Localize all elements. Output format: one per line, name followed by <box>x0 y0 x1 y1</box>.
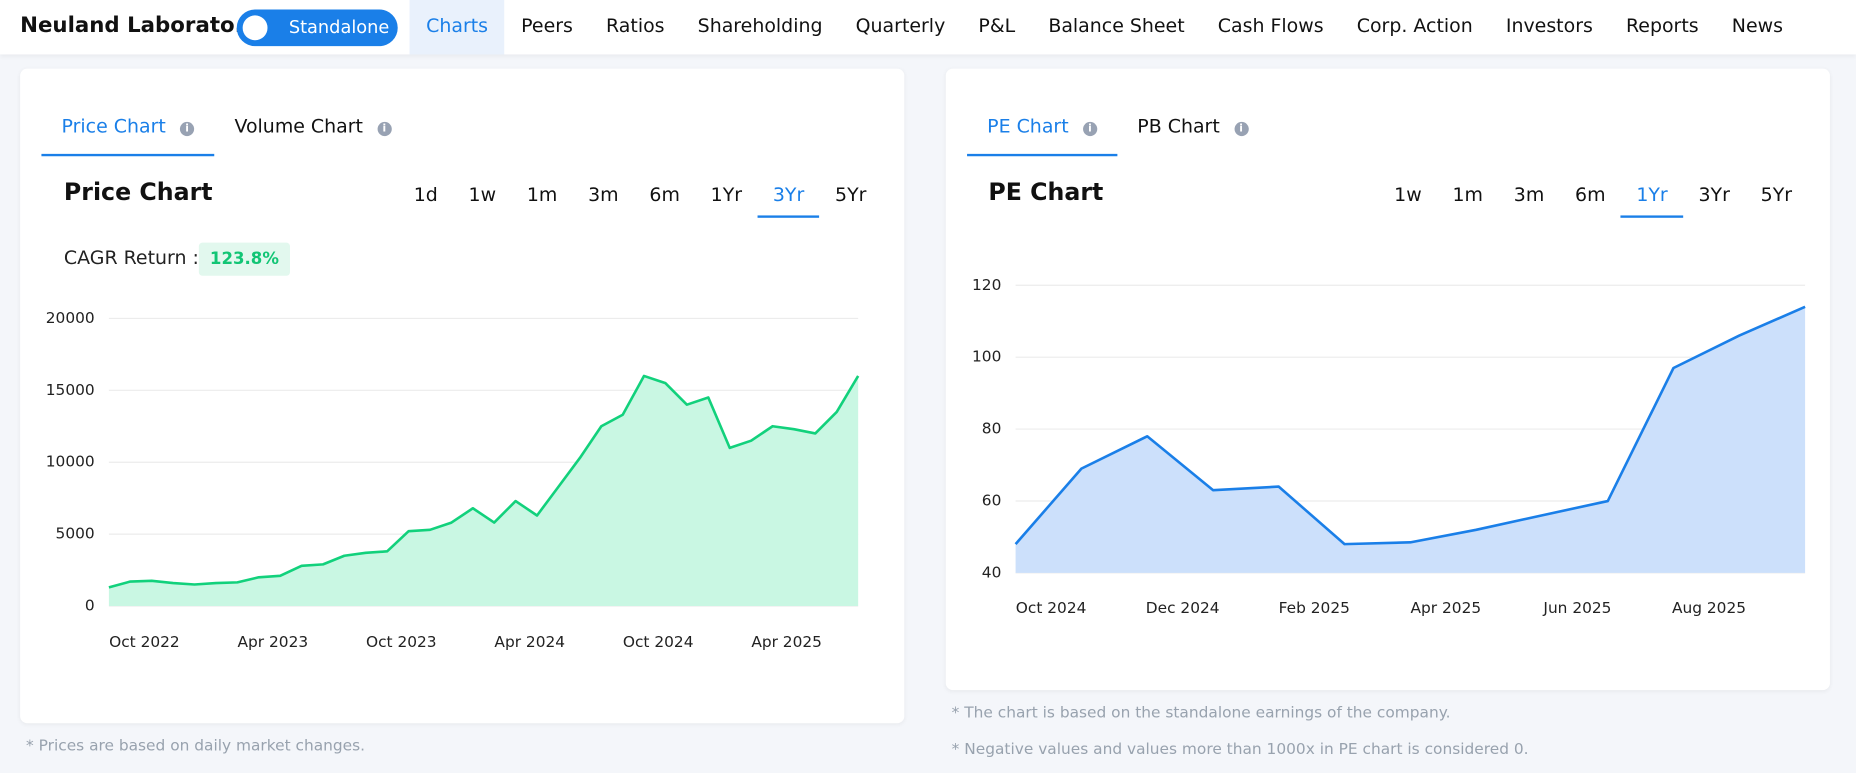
cagr-label: CAGR Return : <box>63 246 199 269</box>
panel-heading: PE Chart <box>988 177 1104 206</box>
range-button[interactable]: 1Yr <box>710 183 743 206</box>
toggle-label: Standalone <box>288 16 390 38</box>
pe-tabs: PE Chart i PB Chart i <box>967 99 1268 157</box>
y-tick-label: 120 <box>972 276 1001 294</box>
range-button[interactable]: 6m <box>649 183 680 206</box>
x-tick-label: Apr 2025 <box>751 633 822 651</box>
nav-item[interactable]: Reports <box>1625 14 1699 37</box>
x-tick-label: Oct 2023 <box>366 633 437 651</box>
range-button[interactable]: 3m <box>588 183 619 206</box>
panel-heading: Price Chart <box>63 177 213 206</box>
y-tick-label: 60 <box>982 491 1002 509</box>
top-nav: Neuland Laborato... Standalone Charts Pee… <box>0 0 1856 55</box>
range-button[interactable]: 1w <box>1394 183 1422 206</box>
range-button[interactable]: 1m <box>1452 183 1483 206</box>
y-tick-label: 40 <box>982 563 1002 581</box>
range-button[interactable]: 3m <box>1513 183 1545 206</box>
nav-item[interactable]: News <box>1731 14 1783 37</box>
chart-tab[interactable]: Price Chart i <box>41 99 215 157</box>
nav-item[interactable]: Charts <box>409 0 505 55</box>
info-icon[interactable]: i <box>1233 121 1249 137</box>
area-fill <box>108 375 859 607</box>
range-button[interactable]: 1m <box>526 183 558 206</box>
y-tick-label: 80 <box>982 420 1002 438</box>
chart-tab[interactable]: PE Chart i <box>967 99 1118 157</box>
nav-item[interactable]: Corp. Action <box>1356 14 1473 37</box>
x-tick-label: Oct 2024 <box>1016 599 1087 617</box>
range-button[interactable]: 5Yr <box>835 183 867 206</box>
info-icon[interactable]: i <box>1082 121 1098 137</box>
area-fill <box>1015 306 1806 573</box>
x-tick-label: Dec 2024 <box>1146 599 1220 617</box>
range-button[interactable]: 6m <box>1575 183 1606 206</box>
y-tick-label: 15000 <box>46 381 95 399</box>
range-buttons: 1d 1w 1m 3m 6m 1Yr 3Yr 5Yr <box>398 175 882 218</box>
nav-item[interactable]: Quarterly <box>855 14 946 37</box>
nav-item[interactable]: P&L <box>978 14 1016 37</box>
range-buttons: 1w 1m 3m 6m 1Yr 3Yr 5Yr <box>1379 175 1808 218</box>
tab-label: Price Chart <box>61 114 166 138</box>
footnote: * Prices are based on daily market chang… <box>26 737 366 756</box>
range-button[interactable]: 5Yr <box>1760 183 1793 206</box>
price-card <box>20 68 905 724</box>
chart-tab[interactable]: Volume Chart i <box>214 99 411 156</box>
range-button[interactable]: 1d <box>413 183 438 206</box>
x-tick-label: Oct 2024 <box>623 633 694 651</box>
x-tick-label: Feb 2025 <box>1279 599 1350 617</box>
x-tick-label: Oct 2022 <box>109 633 180 651</box>
x-tick-label: Aug 2025 <box>1672 599 1746 617</box>
nav-item[interactable]: Ratios <box>606 14 665 37</box>
toggle-knob <box>242 15 268 41</box>
nav-items: Charts Peers Ratios Shareholding Quarterly P&… <box>409 0 1800 55</box>
info-icon[interactable]: i <box>377 121 392 137</box>
range-button[interactable]: 3Yr <box>1698 183 1730 206</box>
chart-tab[interactable]: PB Chart i <box>1117 99 1268 156</box>
y-tick-label: 5000 <box>56 525 95 543</box>
footnote: * Negative values and values more than 1… <box>951 740 1529 759</box>
cagr-value: 123.8% <box>198 242 290 276</box>
y-tick-label: 20000 <box>46 309 95 327</box>
range-button[interactable]: 1Yr <box>1620 175 1684 218</box>
range-button[interactable]: 3Yr <box>757 175 820 218</box>
tab-label: PB Chart <box>1137 114 1220 138</box>
company-name: Neuland Laborato... <box>20 13 259 38</box>
range-button[interactable]: 1w <box>468 183 497 206</box>
nav-item[interactable]: Shareholding <box>697 14 823 37</box>
price-tabs: Price Chart i Volume Chart i <box>41 99 411 157</box>
standalone-toggle[interactable]: Standalone <box>236 9 398 47</box>
tab-label: Volume Chart <box>234 114 363 138</box>
y-tick-label: 100 <box>972 348 1001 366</box>
footnote: * The chart is based on the standalone e… <box>951 704 1451 723</box>
x-tick-label: Apr 2024 <box>494 633 565 651</box>
y-tick-label: 0 <box>85 597 95 615</box>
nav-item[interactable]: Investors <box>1505 14 1593 37</box>
nav-item[interactable]: Cash Flows <box>1217 14 1324 37</box>
tab-label: PE Chart <box>987 114 1069 138</box>
x-tick-label: Apr 2025 <box>1411 599 1482 617</box>
nav-item[interactable]: Balance Sheet <box>1048 14 1185 37</box>
x-tick-label: Jun 2025 <box>1542 599 1611 617</box>
line <box>108 374 860 589</box>
y-tick-label: 10000 <box>46 453 95 471</box>
nav-item[interactable]: Peers <box>521 14 573 37</box>
info-icon[interactable]: i <box>180 121 195 137</box>
x-tick-label: Apr 2023 <box>238 633 309 651</box>
line <box>1014 305 1806 546</box>
